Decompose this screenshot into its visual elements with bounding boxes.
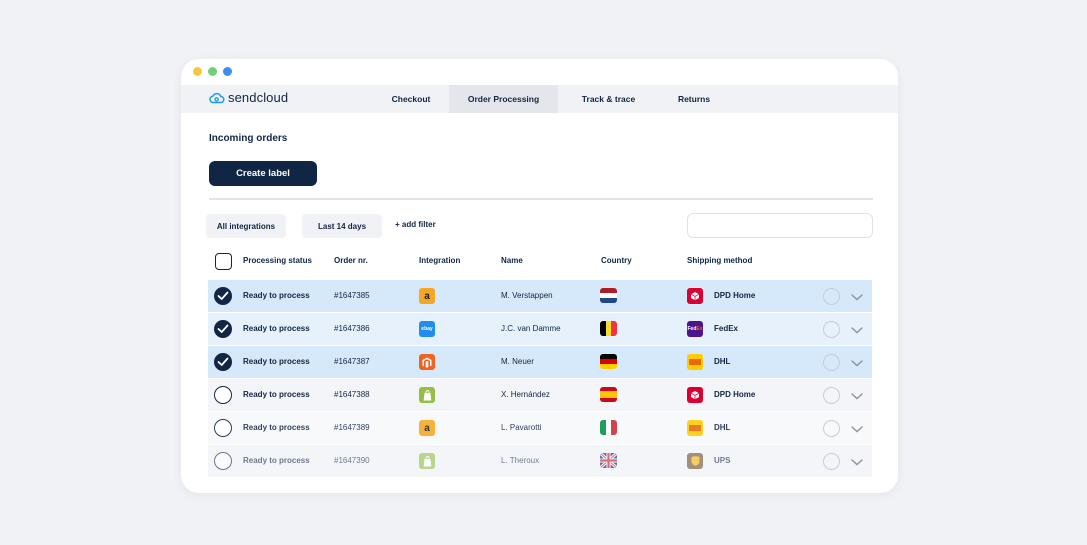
column-header-integration[interactable]: Integration [419, 256, 461, 265]
table-row[interactable]: Ready to process #1647388 X. Hernández DPD … [208, 379, 872, 411]
table-row[interactable]: Ready to process #1647390 L. Theroux UPS [208, 445, 872, 477]
row-action-radio[interactable] [823, 420, 840, 437]
order-number[interactable]: #1647387 [334, 357, 370, 366]
magento-icon [419, 354, 435, 370]
processing-status: Ready to process [243, 390, 310, 399]
order-number[interactable]: #1647390 [334, 456, 370, 465]
chevron-down-icon[interactable] [850, 455, 864, 467]
belgium-flag-icon [600, 321, 617, 336]
minimize-window-dot[interactable] [208, 67, 217, 76]
italy-flag-icon [600, 420, 617, 435]
processing-status: Ready to process [243, 357, 310, 366]
row-checkbox[interactable] [214, 287, 232, 305]
netherlands-flag-icon [600, 288, 617, 303]
tab-checkout[interactable]: Checkout [391, 94, 431, 104]
row-checkbox[interactable] [214, 386, 232, 404]
customer-name: J.C. van Damme [501, 324, 561, 333]
processing-status: Ready to process [243, 324, 310, 333]
page-title: Incoming orders [209, 133, 288, 144]
tab-returns[interactable]: Returns [677, 94, 711, 104]
row-action-radio[interactable] [823, 321, 840, 338]
column-header-country[interactable]: Country [601, 256, 632, 265]
customer-name: L. Pavarotti [501, 423, 542, 432]
spain-flag-icon [600, 387, 617, 402]
amazon-icon: a [419, 288, 435, 304]
order-number[interactable]: #1647385 [334, 291, 370, 300]
top-navbar: sendcloud Checkout Order Processing Trac… [181, 85, 898, 113]
table-row[interactable]: Ready to process #1647385 a M. Verstappen DP… [208, 280, 872, 312]
sendcloud-logo[interactable]: sendcloud [208, 90, 288, 105]
order-number[interactable]: #1647386 [334, 324, 370, 333]
cloud-icon [209, 92, 225, 103]
processing-status: Ready to process [243, 291, 310, 300]
row-checkbox[interactable] [214, 419, 232, 437]
chevron-down-icon[interactable] [850, 422, 864, 434]
order-number[interactable]: #1647388 [334, 390, 370, 399]
table-row[interactable]: Ready to process #1647389 a L. Pavarotti DHL [208, 412, 872, 444]
chevron-down-icon[interactable] [850, 323, 864, 335]
row-action-radio[interactable] [823, 453, 840, 470]
period-filter[interactable]: Last 14 days [302, 214, 382, 238]
brand-name: sendcloud [228, 90, 289, 105]
shipping-method: DPD Home [714, 291, 756, 300]
row-checkbox[interactable] [214, 320, 232, 338]
processing-status: Ready to process [243, 456, 310, 465]
search-input[interactable] [687, 213, 873, 238]
integrations-filter[interactable]: All integrations [206, 214, 286, 238]
table-row[interactable]: Ready to process #1647387 M. Neuer DHL [208, 346, 872, 378]
customer-name: X. Hernández [501, 390, 550, 399]
tab-track-and-trace[interactable]: Track & trace [581, 94, 636, 104]
shipping-method: UPS [714, 456, 731, 465]
row-checkbox[interactable] [214, 452, 232, 470]
tab-order-processing[interactable]: Order Processing [449, 85, 558, 113]
row-checkbox[interactable] [214, 353, 232, 371]
shipping-method: DPD Home [714, 390, 756, 399]
ups-icon [687, 453, 703, 469]
dpd-icon [687, 288, 703, 304]
maximize-window-dot[interactable] [223, 67, 232, 76]
ebay-icon: ebay [419, 321, 435, 337]
fedex-icon: FedEx [687, 321, 703, 337]
row-action-radio[interactable] [823, 288, 840, 305]
shopify-icon [419, 453, 435, 469]
row-action-radio[interactable] [823, 354, 840, 371]
divider [209, 198, 873, 200]
column-header-order[interactable]: Order nr. [334, 256, 368, 265]
germany-flag-icon [600, 354, 617, 369]
chevron-down-icon[interactable] [850, 389, 864, 401]
united-kingdom-flag-icon [600, 453, 617, 468]
column-header-name[interactable]: Name [501, 256, 523, 265]
create-label-button[interactable]: Create label [209, 161, 317, 186]
customer-name: L. Theroux [501, 456, 540, 465]
dhl-icon [687, 420, 703, 436]
shopify-icon [419, 387, 435, 403]
select-all-checkbox[interactable] [215, 253, 232, 270]
shipping-method: DHL [714, 423, 731, 432]
order-number[interactable]: #1647389 [334, 423, 370, 432]
amazon-icon: a [419, 420, 435, 436]
app-window: sendcloud Checkout Order Processing Trac… [181, 59, 898, 493]
processing-status: Ready to process [243, 423, 310, 432]
add-filter-link[interactable]: + add filter [395, 220, 436, 229]
shipping-method: FedEx [714, 324, 739, 333]
window-controls [193, 67, 232, 76]
column-header-shipping[interactable]: Shipping method [687, 256, 753, 265]
shipping-method: DHL [714, 357, 731, 366]
table-row[interactable]: Ready to process #1647386 ebay J.C. van Dam… [208, 313, 872, 345]
close-window-dot[interactable] [193, 67, 202, 76]
chevron-down-icon[interactable] [850, 356, 864, 368]
dpd-icon [687, 387, 703, 403]
chevron-down-icon[interactable] [850, 290, 864, 302]
row-action-radio[interactable] [823, 387, 840, 404]
dhl-icon [687, 354, 703, 370]
customer-name: M. Verstappen [501, 291, 553, 300]
column-header-status[interactable]: Processing status [243, 256, 312, 265]
customer-name: M. Neuer [501, 357, 534, 366]
